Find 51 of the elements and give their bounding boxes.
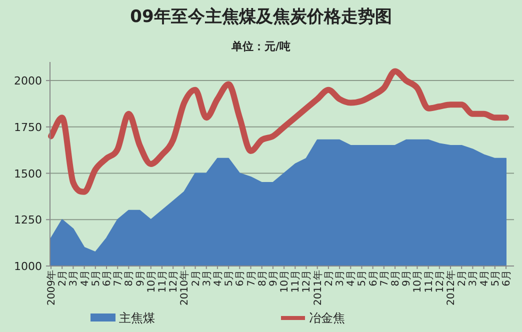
x-tick-label: 5月 [224,270,236,286]
x-tick-label: 4月 [80,270,91,286]
x-tick-label: 11月 [290,270,302,293]
x-tick-label: 7月 [113,270,124,286]
chart-title: 09年至今主焦煤及焦炭价格走势图 [130,7,392,27]
x-tick-label: 12月 [168,270,180,293]
x-tick-label: 2月 [324,270,335,286]
y-tick-label: 1750 [14,120,42,134]
x-tick-label: 6月 [368,270,380,286]
x-tick-label: 2月 [190,270,202,286]
x-tick-label: 3月 [468,270,480,286]
x-tick-label: 6月 [102,270,113,286]
y-tick-label: 1500 [14,167,42,180]
legend-label: 冶金焦 [309,311,345,325]
x-tick-label: 4月 [479,270,490,286]
x-tick-label: 8月 [257,270,268,286]
x-tick-label: 4月 [212,270,224,286]
y-tick-label: 1250 [14,214,42,227]
x-tick-label: 6月 [502,270,512,286]
x-tick-label: 8月 [390,270,402,286]
x-tick-label: 12月 [302,270,313,293]
x-tick-label: 9月 [402,270,413,286]
x-tick-label: 7月 [379,270,390,286]
x-tick-label: 2012年 [445,270,458,306]
x-tick-label: 2月 [457,270,468,286]
x-tick-label: 10月 [412,270,424,293]
x-tick-label: 7月 [246,270,258,286]
x-tick-label: 11月 [424,270,435,293]
x-tick-label: 9月 [135,270,146,286]
y-tick-label: 2000 [14,74,42,88]
x-tick-label: 2010年 [178,270,191,306]
x-tick-label: 9月 [268,270,280,286]
x-tick-label: 2月 [58,270,69,286]
chart-subtitle: 单位：元/吨 [230,40,291,53]
y-tick-label: 1000 [14,260,42,273]
x-tick-label: 6月 [235,270,246,286]
x-tick-label: 11月 [157,270,168,293]
x-tick-label: 3月 [335,270,346,286]
x-tick-label: 10月 [146,270,158,293]
x-tick-label: 10月 [280,270,291,293]
x-tick-label: 5月 [490,270,502,286]
x-tick-label: 2009年 [46,270,58,306]
x-tick-label: 5月 [357,270,368,286]
x-tick-label: 12月 [434,270,446,293]
legend-label: 主焦煤 [119,311,155,325]
x-tick-label: 8月 [124,270,136,286]
x-tick-label: 4月 [346,270,358,286]
x-tick-label: 2011年 [312,270,324,306]
x-tick-label: 3月 [68,270,80,286]
x-tick-label: 5月 [90,270,102,286]
x-tick-label: 3月 [202,270,213,286]
